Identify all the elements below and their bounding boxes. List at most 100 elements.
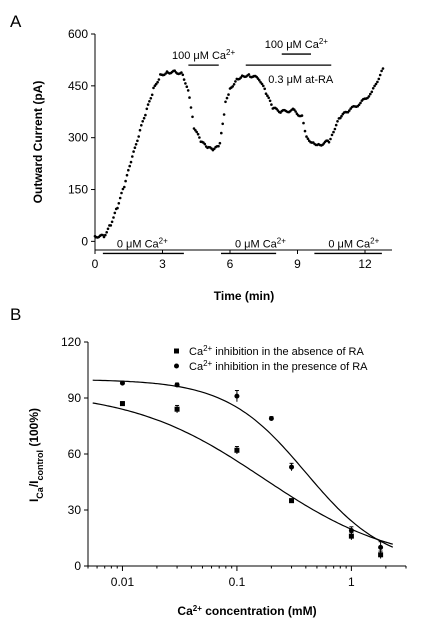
panel-a-solution-label: 100 μM Ca2+	[265, 37, 328, 52]
panel-a-y-ticks: 0 150 300 450 600	[68, 27, 95, 248]
panel-a-data-point	[247, 73, 251, 76]
panel-a-annotations: 0.3 μM at-RA	[268, 74, 334, 86]
legend-marker-square	[174, 348, 179, 354]
panel-a-y-tick-label: 150	[68, 183, 88, 197]
panel-a-data-point	[339, 116, 342, 120]
panel-b-legend: Ca2+ inhibition in the absence of RACa2+…	[174, 344, 368, 374]
legend-entry: Ca2+ inhibition in the presence of RA	[189, 359, 368, 374]
panel-b-fit-curve	[92, 379, 394, 548]
panel-a-x-tick-label: 12	[358, 257, 372, 271]
panel-a-data-point	[267, 96, 271, 100]
panel-a-data-point	[260, 82, 264, 86]
panel-a-data-point	[154, 82, 158, 86]
panel-a-data-point	[148, 100, 151, 103]
panel-a-data-point	[203, 142, 207, 146]
panel-a-data-point	[164, 72, 167, 75]
panel-a-data-point	[185, 85, 189, 88]
panel-a-data-point	[101, 233, 104, 237]
panel-a-data-point	[180, 71, 183, 74]
panel-a-data-point	[182, 78, 186, 81]
panel-a-data-point	[124, 179, 127, 183]
panel-a-solution-label: 0 μM Ca2+	[328, 236, 379, 251]
panel-a-data-point	[121, 187, 125, 191]
panel-a-label: A	[10, 12, 22, 31]
panel-a-data-point	[270, 103, 273, 106]
panel-a-data-point	[146, 103, 150, 106]
panel-a-data-point	[144, 113, 147, 117]
panel-a-data-point	[188, 96, 191, 99]
panel-b-y-label: ICa/Icontrol (100%)	[27, 408, 45, 502]
panel-a-data-point	[293, 108, 296, 111]
panel-a-data-point	[136, 139, 139, 143]
panel-a-data-point	[294, 110, 297, 113]
panel-a-data-point	[184, 82, 187, 85]
panel-a-data-point	[378, 73, 382, 77]
panel-b-marker-circle	[268, 416, 274, 422]
panel-a-data-point	[302, 121, 305, 125]
panel-a-data-point	[376, 80, 379, 84]
panel-a-data-point	[125, 173, 129, 177]
panel-b-fit-curves	[92, 379, 394, 548]
panel-b-x-tick-label: 1	[348, 575, 355, 589]
panel-a-data-point	[258, 79, 261, 82]
panel-a-solution-bars: 0 μM Ca2+ 0 μM Ca2+ 0 μM Ca2+ 100 μM Ca2+ 10…	[102, 37, 382, 255]
panel-a-data-point	[195, 130, 198, 134]
panel-a-y-tick-label: 600	[68, 27, 88, 41]
panel-a-data-point	[333, 127, 337, 131]
panel-a-data-point	[156, 80, 159, 84]
panel-a-y-tick-label: 0	[81, 234, 88, 248]
panel-b-marker-circle	[119, 380, 125, 386]
panel-a-data-point	[334, 123, 338, 127]
panel-a-data-point	[140, 124, 143, 127]
panel-a-data-point	[105, 231, 108, 234]
panel-a-x-tick-label: 3	[159, 257, 166, 271]
panel-a-solution-label: 100 μM Ca2+	[172, 48, 235, 63]
panel-a-data-point	[132, 150, 135, 153]
panel-a-data-point	[116, 206, 119, 210]
panel-a-data-point	[380, 69, 383, 73]
panel-a-data-point	[150, 93, 154, 97]
panel-a-data-point	[336, 120, 339, 123]
panel-a-data-point	[189, 106, 193, 109]
panel-a-data-point	[117, 202, 121, 205]
panel-a-data-point	[224, 100, 227, 104]
panel-a-data-point	[127, 168, 130, 172]
panel-a-data-point	[329, 137, 332, 141]
panel-a-data-point	[231, 85, 234, 88]
panel-a-data-point	[131, 155, 134, 158]
panel-a-data-point	[369, 92, 372, 96]
panel-a-data-point	[359, 101, 362, 105]
panel-a-annotation: 0.3 μM at-RA	[268, 74, 334, 86]
panel-a-x-label: Time (min)	[214, 289, 274, 303]
panel-a-data-point	[371, 87, 375, 90]
panel-a-data-point	[128, 164, 131, 168]
panel-a-data-point	[367, 95, 371, 98]
panel-a-data-point	[198, 136, 201, 139]
panel-a-data-point	[106, 227, 110, 231]
panel-a-y-tick-label: 450	[68, 79, 88, 93]
panel-b-marker-square	[378, 552, 384, 558]
panel-a-x-tick-label: 6	[227, 257, 234, 271]
panel-a-data-point	[263, 87, 267, 91]
panel-a-data-point	[218, 141, 222, 145]
panel-a-data-point	[133, 146, 137, 149]
panel-b-y-tick-label: 0	[74, 559, 81, 573]
panel-b-marker-square	[234, 447, 240, 453]
panel-a-data-point	[234, 80, 237, 83]
panel-a-data-point	[266, 94, 269, 97]
panel-a-data-point	[138, 128, 142, 132]
panel-a-data-point	[217, 144, 220, 148]
panel-b-x-tick-label: 0.01	[111, 575, 135, 589]
panel-b-y-tick-label: 90	[68, 391, 82, 405]
panel-a-data-point	[305, 135, 308, 138]
panel-a-solution-label: 0 μM Ca2+	[235, 236, 286, 251]
panel-a-data-point	[332, 130, 335, 134]
panel-a-data-point	[141, 120, 144, 123]
panel-a-data-point	[373, 84, 376, 88]
panel-a-data-point	[118, 196, 122, 200]
panel-a-data-point	[149, 97, 153, 100]
panel-a-data-point	[227, 93, 230, 96]
panel-b-label: B	[10, 305, 21, 324]
panel-a-data-point	[327, 140, 331, 144]
panel-a-data-point	[306, 137, 310, 140]
